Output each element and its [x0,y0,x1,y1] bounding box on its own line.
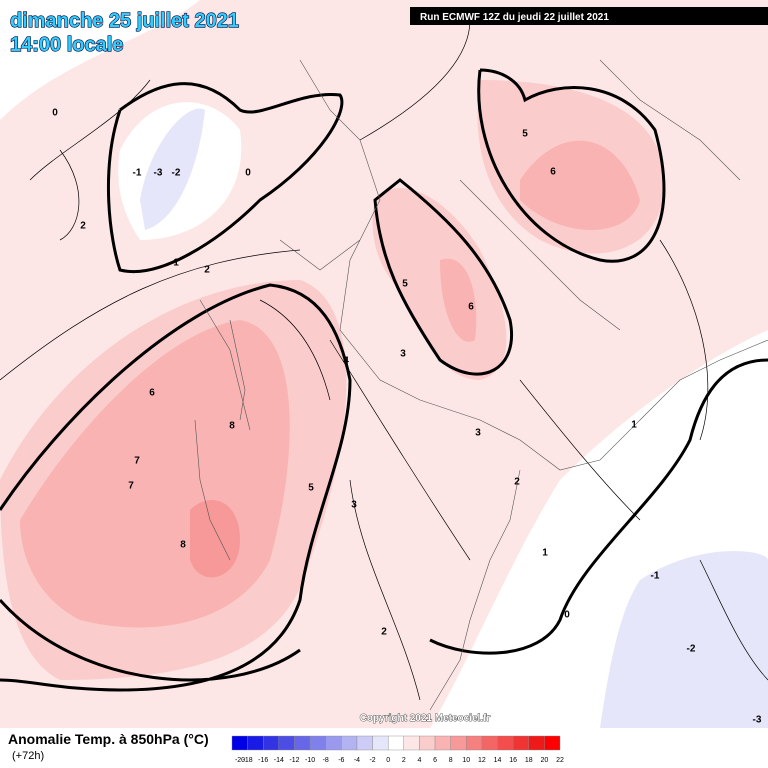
zero-contour [0,68,768,692]
colorbar-swatch [325,735,342,751]
header-time: 14:00 locale [10,34,123,56]
header: dimanche 25 juillet 2021 14:00 locale Ru… [9,7,768,57]
neutral-area [0,0,200,120]
run-info: Run ECMWF 12Z du jeudi 22 juillet 2021 [420,12,609,23]
colorbar-swatch [356,735,373,751]
colorbar-label: -8 [323,757,329,764]
warm-area [520,140,640,230]
colorbar-swatch [528,735,545,751]
colorbar-label: -20 [235,757,245,764]
colorbar-label: 0 [386,757,390,764]
warm-area [440,258,477,342]
contour-label: -2 [172,168,181,179]
colorbar-label: -12 [289,757,299,764]
colorbar-label: -2 [369,757,375,764]
copyright: Copyright 2021 Meteociel.fr [360,713,491,724]
contour-label: 7 [134,456,140,467]
colorbar-swatch [466,735,483,751]
contour-label: 8 [180,540,186,551]
contour-label: 5 [522,129,528,140]
colorbar-label: 20 [540,757,548,764]
contour-label: 2 [514,477,520,488]
colorbar-swatch [419,735,436,751]
contour-label: 3 [475,428,481,439]
colorbar-label: 10 [462,757,470,764]
contour-label: 6 [468,302,474,313]
contour-label: -3 [753,715,762,726]
colorbar-swatch [497,735,514,751]
colorbar-swatch [247,735,264,751]
cold-area [140,108,205,230]
map: 0 -1 -3 -2 0 2 1 2 5 6 5 6 6 4 3 7 7 8 8 5 3 3 2 1 1 -1 0 2 -2 -3 Cop… [0,0,768,728]
contour-label: -1 [133,168,142,179]
colorbar-swatch [263,735,280,751]
contour-label: -1 [651,571,660,582]
contour-label: 4 [343,356,349,367]
colorbar-swatch [450,735,467,751]
contour-label: -3 [154,168,163,179]
contour-label: 1 [173,258,179,269]
cold-area [600,551,768,728]
colorbar-label: 16 [509,757,517,764]
contour-label: 6 [149,388,155,399]
contour-line [0,19,768,701]
colorbar-label: 14 [494,757,502,764]
colorbar-label: -10 [305,757,315,764]
contour-label: -2 [687,644,696,655]
contour-label: 2 [204,265,210,276]
header-date: dimanche 25 juillet 2021 [10,10,239,32]
contour-label: 5 [308,483,314,494]
colorbar-label: 4 [417,757,421,764]
colorbar-swatch [544,735,561,751]
colorbar-swatch [294,735,311,751]
colorbar-label: 6 [433,757,437,764]
coastline [194,59,768,711]
colorbar-label: -16 [258,757,268,764]
contour-label: 3 [400,349,406,360]
contour-label: 2 [381,627,387,638]
legend-title: Anomalie Temp. à 850hPa (°C) [8,731,209,747]
contour-label: 1 [542,548,548,559]
colorbar-swatch [341,735,358,751]
contour-label: 0 [564,610,570,621]
run-banner [410,7,768,25]
colorbar-label: -4 [354,757,360,764]
contour-label: 0 [52,108,58,119]
warm-area [190,500,240,578]
colorbar-label: -18 [243,757,253,764]
colorbar-label: 22 [556,757,564,764]
colorbar-swatch [309,735,326,751]
colorbar-label: -14 [274,757,284,764]
colorbar-label: 8 [449,757,453,764]
colorbar-swatch [481,735,498,751]
colorbar-swatch [434,735,451,751]
colorbar-swatch [387,735,405,751]
contour-label: 1 [631,420,637,431]
legend-lead: (+72h) [12,750,44,762]
colorbar-swatch [403,735,420,751]
colorbar-swatch [512,735,529,751]
legend: Anomalie Temp. à 850hPa (°C) (+72h) -20-… [8,731,564,764]
colorbar-swatch [278,735,295,751]
contour-label: 7 [128,481,134,492]
contour-label: 3 [351,500,357,511]
contour-label: 6 [550,167,556,178]
colorbar-label: 18 [525,757,533,764]
colorbar-label: -6 [338,757,344,764]
contour-label: 5 [402,279,408,290]
colorbar-swatch [231,735,248,751]
colorbar-swatch [372,735,389,751]
contour-label: 0 [245,168,251,179]
contour-label: 2 [80,221,86,232]
colorbar-label: 2 [402,757,406,764]
contour-label: 8 [229,421,235,432]
contour-labels: 0 -1 -3 -2 0 2 1 2 5 6 5 6 6 4 3 7 7 8 8 5 3 3 2 1 1 -1 0 2 -2 -3 [52,108,762,726]
colorbar-label: 12 [478,757,486,764]
